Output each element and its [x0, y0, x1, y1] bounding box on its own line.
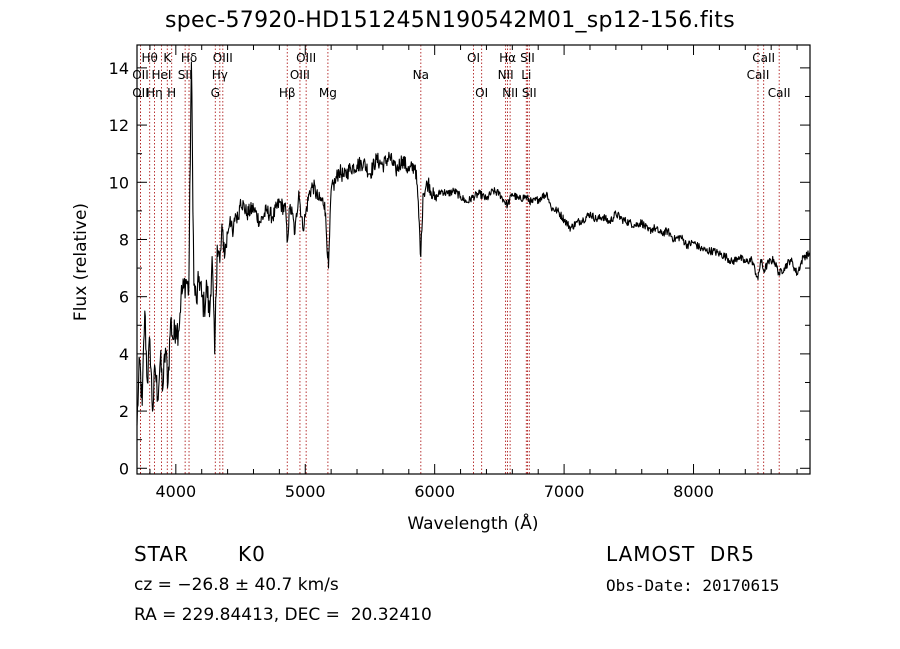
line-marker-label: SII — [178, 68, 193, 82]
object-subclass: K0 — [238, 542, 266, 566]
y-tick-label: 8 — [119, 230, 129, 249]
line-marker-label: Hα — [499, 51, 516, 65]
survey-name: LAMOST DR5 — [606, 542, 755, 566]
x-axis: 4000 5000 6000 7000 8000 — [149, 45, 798, 501]
y-tick-label: 2 — [119, 402, 129, 421]
line-marker-label: OI — [475, 86, 488, 100]
line-marker-label: CaII — [768, 86, 791, 100]
line-marker-label: Hη — [146, 86, 163, 100]
x-tick-label: 5000 — [285, 482, 326, 501]
y-tick-label: 6 — [119, 288, 129, 307]
line-marker-label: Hθ — [141, 51, 157, 65]
line-marker-label: K — [163, 51, 172, 65]
line-marker-label: OIII — [213, 51, 233, 65]
line-marker-label: OIII — [296, 51, 316, 65]
line-marker-group — [140, 45, 780, 474]
line-marker-label: Hγ — [212, 68, 228, 82]
y-axis: 0 2 4 6 8 10 12 14 — [109, 59, 810, 478]
line-marker-label: NII — [498, 68, 514, 82]
line-marker-label: Hβ — [279, 86, 296, 100]
line-marker-label: OII — [132, 68, 149, 82]
x-tick-label: 7000 — [544, 482, 585, 501]
y-tick-label: 14 — [109, 59, 129, 78]
redshift-velocity: cz = −26.8 ± 40.7 km/s — [134, 575, 339, 595]
object-type: STAR — [134, 542, 189, 566]
y-tick-label: 10 — [109, 173, 129, 192]
x-tick-label: 4000 — [155, 482, 196, 501]
y-tick-label: 4 — [119, 345, 129, 364]
line-marker-label: CaII — [747, 68, 770, 82]
line-marker-label: HeI — [151, 68, 171, 82]
line-marker-label: G — [211, 86, 220, 100]
line-marker-label: Na — [413, 68, 429, 82]
line-marker-label: H — [167, 86, 176, 100]
line-marker-label: SII — [520, 51, 535, 65]
line-marker-label: OIII — [290, 68, 310, 82]
x-tick-label: 6000 — [414, 482, 455, 501]
y-axis-label: Flux (relative) — [71, 203, 91, 321]
line-marker-label: CaII — [752, 51, 775, 65]
observation-date: Obs-Date: 20170615 — [606, 576, 780, 595]
x-tick-label: 8000 — [673, 482, 714, 501]
line-marker-label: SII — [522, 86, 537, 100]
chart-title: spec-57920-HD151245N190542M01_sp12-156.f… — [165, 8, 735, 33]
y-tick-label: 0 — [119, 459, 129, 478]
x-axis-label: Wavelength (Å) — [407, 512, 538, 534]
line-marker-label: OII — [132, 86, 149, 100]
line-marker-label: OI — [467, 51, 480, 65]
line-marker-label: Hδ — [181, 51, 197, 65]
coordinates: RA = 229.84413, DEC = 20.32410 — [134, 605, 432, 625]
line-marker-label: Li — [521, 68, 531, 82]
line-marker-label: NII — [502, 86, 518, 100]
line-marker-label: Mg — [319, 86, 337, 100]
spectrum-line — [136, 61, 811, 426]
plot-frame — [136, 44, 811, 475]
y-tick-label: 12 — [109, 116, 129, 135]
